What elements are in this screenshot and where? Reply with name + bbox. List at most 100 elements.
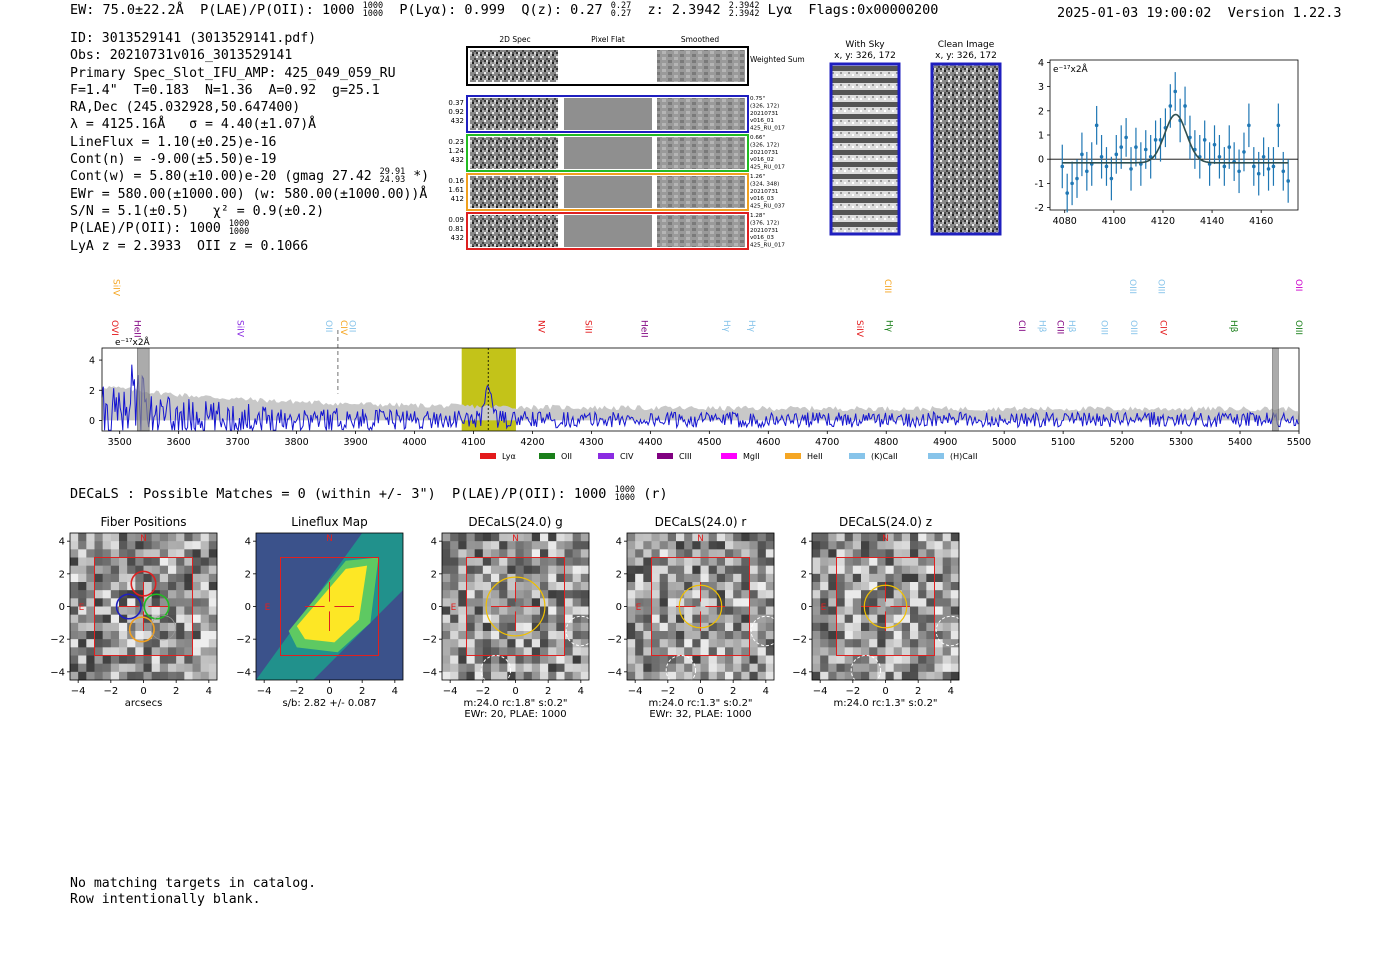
image-pixel	[828, 647, 837, 656]
image-pixel	[659, 533, 669, 542]
image-pixel	[676, 533, 685, 542]
image-pixel	[765, 582, 775, 591]
image-pixel	[556, 533, 565, 542]
fiber-circle	[130, 570, 157, 597]
image-pixel	[918, 598, 927, 607]
image-pixel	[491, 582, 500, 591]
image-pixel	[540, 663, 549, 673]
cutout-row-value: 432	[451, 234, 464, 242]
image-pixel	[741, 631, 750, 640]
image-pixel	[861, 590, 870, 599]
image-pixel	[725, 565, 734, 575]
image-pixel	[450, 631, 459, 640]
image-pixel	[192, 647, 201, 656]
image-pixel	[184, 549, 193, 558]
image-pixel	[184, 655, 193, 664]
image-pixel	[151, 549, 161, 558]
lineflux-peak-region	[296, 565, 368, 643]
image-pixel	[110, 590, 120, 599]
image-pixel	[885, 557, 894, 566]
image-pixel	[499, 590, 508, 599]
image-pixel	[844, 639, 854, 648]
image-pixel	[861, 582, 870, 591]
image-pixel	[692, 541, 701, 550]
image-pixel	[749, 598, 758, 607]
image-pixel	[159, 671, 169, 681]
spec-line-label: OIII	[1156, 279, 1166, 294]
image-pixel	[184, 671, 193, 681]
image-pixel	[643, 533, 652, 542]
image-pixel	[548, 639, 557, 648]
panel-xtick-label: −4	[813, 686, 828, 697]
image-pixel	[200, 614, 210, 624]
panel-ytick-label: 4	[616, 537, 622, 548]
image-pixel	[643, 663, 652, 673]
image-pixel	[716, 565, 726, 575]
image-pixel	[836, 598, 845, 607]
image-pixel	[877, 557, 886, 566]
image-pixel	[523, 631, 533, 640]
image-pixel	[627, 590, 636, 599]
image-pixel	[757, 606, 767, 615]
image-pixel	[580, 671, 590, 681]
panel-xtick-label: 2	[915, 686, 921, 697]
panel-ytick-label: 4	[245, 537, 251, 548]
image-pixel	[812, 671, 821, 681]
image-pixel	[523, 573, 533, 583]
image-pixel	[861, 573, 870, 583]
image-pixel	[135, 614, 144, 624]
image-pixel	[733, 590, 742, 599]
spec-hatched-region	[137, 347, 150, 432]
image-pixel	[540, 639, 549, 648]
cutout-row-value: 432	[451, 117, 464, 125]
image-pixel	[78, 639, 87, 648]
image-pixel	[828, 639, 837, 648]
image-pixel	[700, 541, 709, 550]
image-pixel	[168, 671, 177, 681]
image-pixel	[119, 549, 128, 558]
image-pixel	[918, 671, 927, 681]
info-ewr: EWr = 580.00(±1000.00) (w: 580.00(±1000.…	[70, 186, 428, 202]
image-pixel	[119, 606, 128, 615]
image-pixel	[78, 655, 87, 664]
image-pixel	[119, 639, 128, 648]
fit-data-point	[1237, 169, 1241, 174]
image-pixel	[491, 549, 500, 558]
fit-data-point	[1080, 152, 1084, 157]
image-pixel	[580, 557, 590, 566]
image-pixel	[828, 655, 837, 664]
image-pixel	[812, 622, 821, 632]
image-pixel	[708, 614, 718, 624]
image-pixel	[684, 549, 693, 558]
spec-legend-swatch	[657, 453, 673, 459]
image-pixel	[910, 565, 919, 575]
cutout-row-note: (324, 348)	[750, 181, 779, 187]
search-box	[836, 557, 935, 656]
image-pixel	[499, 647, 508, 656]
cutout-header-pixelflat: Pixel Flat	[591, 35, 625, 44]
cutout-row-smoothed	[657, 215, 745, 247]
image-pixel	[168, 582, 177, 591]
fit-data-point	[1227, 145, 1232, 149]
cutout-row-smoothed	[657, 176, 745, 208]
image-pixel	[836, 549, 845, 558]
image-pixel	[627, 671, 636, 681]
spec-ytick-label: 0	[89, 416, 95, 427]
image-pixel	[200, 533, 210, 542]
image-pixel	[531, 541, 541, 550]
image-pixel	[725, 655, 734, 664]
image-pixel	[861, 631, 870, 640]
image-pixel	[861, 541, 870, 550]
image-pixel	[556, 549, 565, 558]
image-pixel	[910, 582, 919, 591]
image-pixel	[651, 549, 660, 558]
image-pixel	[450, 639, 459, 648]
image-pixel	[110, 622, 120, 632]
image-pixel	[741, 647, 750, 656]
image-pixel	[450, 671, 459, 681]
image-pixel	[184, 614, 193, 624]
image-pixel	[765, 639, 775, 648]
image-pixel	[651, 533, 660, 542]
image-pixel	[119, 671, 128, 681]
image-pixel	[684, 622, 693, 632]
